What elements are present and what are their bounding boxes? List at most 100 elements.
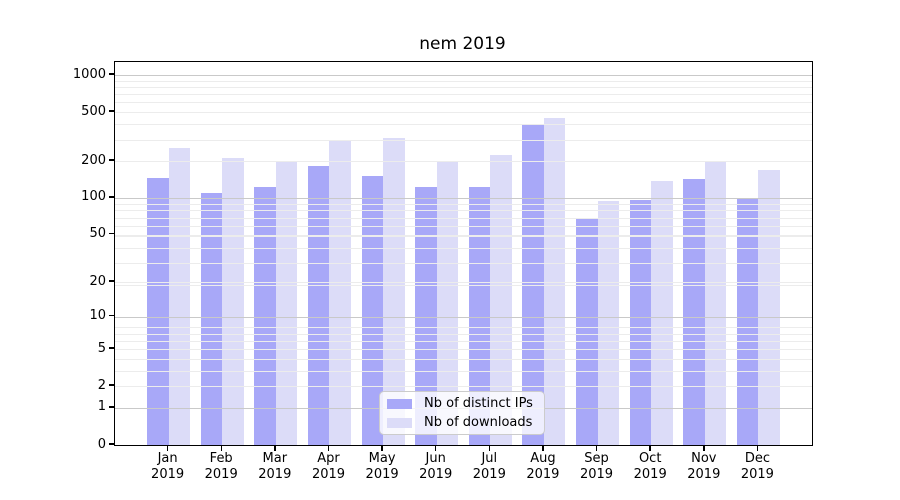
x-tick-mark — [274, 445, 276, 451]
minor-gridline — [115, 358, 812, 360]
minor-gridline — [115, 333, 812, 335]
x-tick-mark — [542, 445, 544, 451]
x-tick-label-feb: Feb 2019 — [190, 451, 252, 482]
minor-gridline — [115, 235, 812, 237]
x-tick-mark — [381, 445, 383, 451]
x-tick-year: 2019 — [687, 466, 721, 482]
y-tick-mark — [109, 110, 114, 112]
x-tick-mark — [756, 445, 759, 451]
bar-jun-downloads — [436, 160, 459, 445]
bar-may-downloads — [383, 138, 405, 445]
x-tick-mark — [166, 445, 169, 451]
minor-gridline — [115, 349, 812, 351]
chart-title: nem 2019 — [419, 34, 506, 54]
bar-nov-distinct-ips — [683, 178, 705, 445]
bar-feb-distinct-ips — [200, 192, 223, 445]
minor-gridline — [115, 210, 812, 212]
major-gridline — [115, 75, 812, 76]
x-tick-year: 2019 — [419, 466, 453, 482]
bar-aug-downloads — [543, 118, 566, 445]
y-tick-label: 20 — [89, 273, 106, 289]
y-tick-label: 200 — [81, 152, 106, 168]
y-tick-mark — [109, 73, 114, 75]
legend-item-downloads: Nb of downloads — [380, 415, 544, 431]
x-tick-month: May — [368, 451, 396, 466]
x-tick-month: Aug — [530, 451, 556, 466]
bar-dec-downloads — [758, 169, 780, 445]
bar-oct-distinct-ips — [629, 200, 652, 445]
x-tick-mark — [220, 445, 222, 451]
bar-apr-distinct-ips — [307, 166, 330, 445]
legend-swatch — [387, 417, 412, 428]
y-tick-mark — [109, 443, 114, 445]
x-tick-label-may: May 2019 — [351, 451, 413, 482]
y-tick-label: 1 — [97, 399, 106, 415]
x-tick-year: 2019 — [204, 466, 238, 482]
y-tick-label: 500 — [81, 103, 106, 119]
x-tick-month: Jan — [157, 451, 178, 466]
y-tick-mark — [109, 347, 114, 349]
y-tick-mark — [109, 280, 114, 282]
x-tick-year: 2019 — [579, 466, 614, 482]
bar-apr-downloads — [329, 140, 351, 445]
x-tick-year: 2019 — [311, 466, 346, 482]
x-tick-label-mar: Mar 2019 — [244, 451, 306, 482]
y-tick-mark — [109, 314, 114, 317]
bar-jan-downloads — [168, 148, 191, 445]
minor-gridline — [115, 80, 812, 82]
bar-mar-distinct-ips — [254, 186, 276, 445]
x-tick-month: Feb — [209, 451, 233, 466]
x-tick-label-jan: Jan 2019 — [137, 451, 199, 482]
x-tick-month: Mar — [262, 451, 288, 466]
minor-gridline — [115, 124, 812, 126]
minor-gridline — [115, 370, 812, 372]
x-tick-mark — [595, 445, 598, 451]
x-tick-label-sep: Sep 2019 — [566, 451, 628, 482]
y-tick-label: 10 — [89, 308, 106, 324]
minor-gridline — [115, 262, 812, 264]
y-tick-label: 50 — [89, 226, 106, 241]
minor-gridline — [115, 204, 812, 205]
y-tick-mark — [109, 406, 114, 408]
x-tick-year: 2019 — [526, 466, 560, 482]
legend-item-distinct-ips: Nb of distinct IPs — [380, 396, 544, 412]
y-tick-label: 2 — [97, 377, 106, 393]
minor-gridline — [115, 139, 812, 141]
bar-nov-downloads — [704, 160, 727, 445]
x-tick-year: 2019 — [151, 466, 185, 482]
minor-gridline — [115, 94, 812, 96]
minor-gridline — [115, 234, 812, 236]
y-tick-mark — [109, 232, 114, 235]
bar-sep-distinct-ips — [576, 218, 598, 445]
bar-feb-downloads — [222, 157, 244, 445]
x-tick-mark — [327, 445, 330, 451]
x-tick-label-aug: Aug 2019 — [512, 451, 574, 482]
y-tick-mark — [109, 196, 114, 198]
x-tick-month: Nov — [691, 451, 717, 466]
x-tick-mark — [703, 445, 705, 451]
legend-label: Nb of downloads — [424, 415, 533, 430]
x-tick-mark — [649, 445, 651, 451]
x-tick-year: 2019 — [472, 466, 506, 482]
minor-gridline — [115, 102, 812, 104]
bar-sep-downloads — [597, 200, 620, 445]
major-gridline — [115, 197, 812, 199]
major-gridline — [115, 316, 812, 318]
minor-gridline — [115, 225, 812, 227]
x-tick-label-nov: Nov 2019 — [673, 451, 735, 482]
bar-dec-distinct-ips — [736, 198, 759, 445]
x-tick-label-apr: Apr 2019 — [298, 451, 360, 482]
legend-label: Nb of distinct IPs — [424, 396, 533, 411]
x-tick-year: 2019 — [633, 466, 667, 482]
x-tick-month: Oct — [638, 451, 662, 466]
minor-gridline — [115, 217, 812, 219]
legend-swatch — [387, 398, 412, 409]
plot-area — [114, 61, 813, 446]
bar-jul-distinct-ips — [468, 186, 491, 445]
x-tick-month: Dec — [744, 451, 770, 466]
y-tick-label: 100 — [81, 189, 106, 205]
bar-may-distinct-ips — [361, 175, 384, 445]
bar-jun-distinct-ips — [415, 186, 437, 445]
x-tick-mark — [488, 445, 491, 451]
